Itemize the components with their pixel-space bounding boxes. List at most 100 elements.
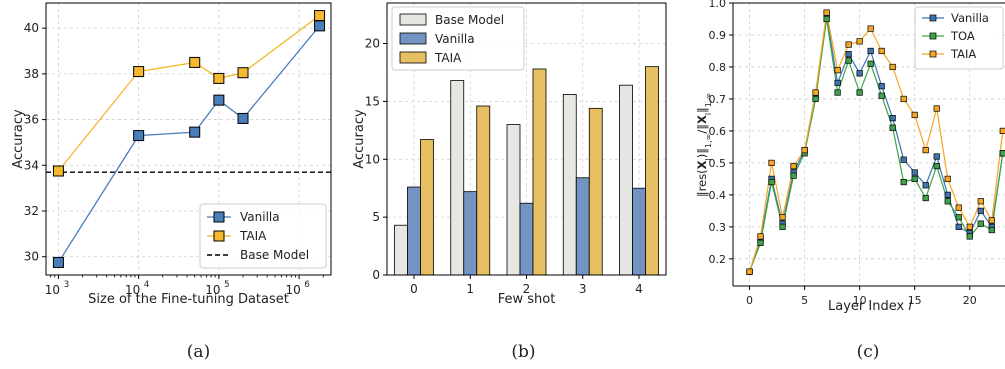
point-vanilla bbox=[52, 256, 64, 268]
y-tick-label: 1.0 bbox=[709, 0, 727, 10]
point-toa bbox=[911, 175, 918, 182]
x-tick-label: 10 bbox=[853, 294, 867, 307]
x-axis-label: Layer Index l bbox=[828, 299, 912, 314]
y-tick-label: 0.8 bbox=[709, 61, 727, 74]
point-taia bbox=[768, 159, 775, 166]
point-vanilla bbox=[955, 223, 962, 230]
point-vanilla bbox=[237, 112, 249, 124]
y-tick-label: 15 bbox=[365, 94, 380, 108]
bar-base-model bbox=[506, 124, 521, 276]
legend-marker bbox=[929, 32, 937, 40]
point-toa bbox=[878, 92, 885, 99]
bar-vanilla bbox=[632, 187, 646, 276]
legend-label: Vanilla bbox=[240, 210, 280, 224]
y-tick-label: 0.2 bbox=[709, 253, 727, 266]
point-taia bbox=[801, 146, 808, 154]
point-taia bbox=[867, 25, 874, 32]
y-tick-label: 0.3 bbox=[709, 221, 727, 234]
point-taia bbox=[779, 214, 786, 221]
legend-marker bbox=[929, 14, 937, 22]
legend-swatch bbox=[399, 13, 427, 26]
x-tick-label: 20 bbox=[963, 294, 977, 307]
series-line-vanilla bbox=[57, 25, 321, 263]
x-tick-label: 0 bbox=[410, 282, 418, 296]
point-vanilla bbox=[900, 156, 907, 163]
y-tick-label: 0 bbox=[372, 268, 380, 282]
y-tick-label: 0.7 bbox=[709, 93, 727, 106]
bar-taia bbox=[645, 66, 659, 276]
point-toa bbox=[955, 214, 962, 221]
bar-taia bbox=[420, 139, 434, 276]
point-toa bbox=[977, 220, 984, 227]
y-tick-label: 0.4 bbox=[709, 189, 727, 202]
y-axis-label: Accuracy bbox=[352, 109, 367, 169]
legend-label: Base Model bbox=[435, 13, 504, 27]
legend-label: Base Model bbox=[240, 248, 309, 262]
point-vanilla bbox=[977, 207, 984, 214]
point-vanilla bbox=[867, 47, 874, 55]
caption: (b) bbox=[511, 342, 535, 362]
point-toa bbox=[812, 95, 819, 103]
point-taia bbox=[237, 67, 249, 79]
point-taia bbox=[999, 127, 1005, 135]
point-toa bbox=[944, 198, 951, 205]
point-toa bbox=[757, 239, 764, 246]
legend: Vanilla TAIA Base Model bbox=[199, 203, 327, 269]
y-tick-label: 32 bbox=[24, 204, 39, 218]
point-vanilla bbox=[856, 70, 863, 77]
y-tick-label: 0.9 bbox=[709, 29, 727, 42]
point-vanilla bbox=[845, 51, 852, 58]
series-line-taia bbox=[57, 15, 320, 172]
bar-base-model bbox=[394, 224, 408, 276]
panel-b-few-shot-chart: 0 5 10 15 20 0 1 2 3 4 Few shot Accuracy Base Model V… bbox=[352, 2, 667, 362]
plot-frame bbox=[45, 2, 332, 276]
legend-swatch bbox=[399, 51, 427, 64]
point-taia bbox=[856, 38, 863, 45]
point-vanilla bbox=[133, 130, 145, 142]
x-tick-label: 2 bbox=[523, 282, 531, 296]
bar-vanilla bbox=[575, 177, 590, 276]
point-taia bbox=[889, 63, 896, 71]
bar-taia bbox=[588, 107, 603, 276]
x-axis-label: Size of the Fine-tuning Dataset bbox=[88, 292, 289, 307]
x-tick-label: 1 bbox=[466, 282, 474, 296]
bar-vanilla bbox=[519, 202, 534, 276]
y-tick-label: 5 bbox=[372, 210, 380, 224]
y-tick-label: 0.6 bbox=[709, 125, 727, 138]
x-tick-label: 10 bbox=[125, 283, 140, 297]
point-taia bbox=[757, 233, 764, 240]
point-taia bbox=[911, 111, 918, 119]
point-vanilla bbox=[189, 126, 201, 138]
x-tick-label: 0 bbox=[746, 294, 753, 307]
bar-vanilla bbox=[407, 186, 421, 276]
point-toa bbox=[790, 172, 797, 179]
point-vanilla bbox=[922, 182, 929, 189]
legend-label: TAIA bbox=[434, 51, 462, 65]
point-taia bbox=[988, 217, 995, 224]
bar-taia bbox=[532, 68, 547, 276]
point-toa bbox=[933, 162, 940, 170]
point-toa bbox=[966, 233, 973, 240]
point-toa bbox=[900, 178, 907, 186]
point-taia bbox=[966, 223, 973, 230]
bar-base-model bbox=[619, 84, 633, 276]
point-taia bbox=[812, 89, 819, 96]
point-toa bbox=[768, 178, 775, 186]
legend-marker bbox=[213, 211, 225, 223]
point-taia bbox=[314, 10, 326, 22]
legend-box bbox=[199, 203, 327, 269]
y-tick-label: 30 bbox=[24, 250, 39, 264]
legend-marker bbox=[929, 50, 937, 58]
point-toa bbox=[834, 89, 841, 96]
panel-c-layer-ratio-chart: 0.2 0.3 0.4 0.5 0.6 0.7 0.8 0.9 1.0 0 5 10 15 20 Layer… bbox=[695, 0, 1005, 362]
point-taia bbox=[977, 198, 984, 205]
legend-marker bbox=[213, 230, 225, 242]
x-tick-label: 3 bbox=[579, 282, 587, 296]
caption: (c) bbox=[857, 342, 880, 362]
x-tick-label: 10 bbox=[45, 283, 60, 297]
point-taia bbox=[878, 47, 885, 55]
point-taia bbox=[834, 67, 841, 74]
point-taia bbox=[790, 162, 797, 170]
point-taia bbox=[845, 41, 852, 48]
